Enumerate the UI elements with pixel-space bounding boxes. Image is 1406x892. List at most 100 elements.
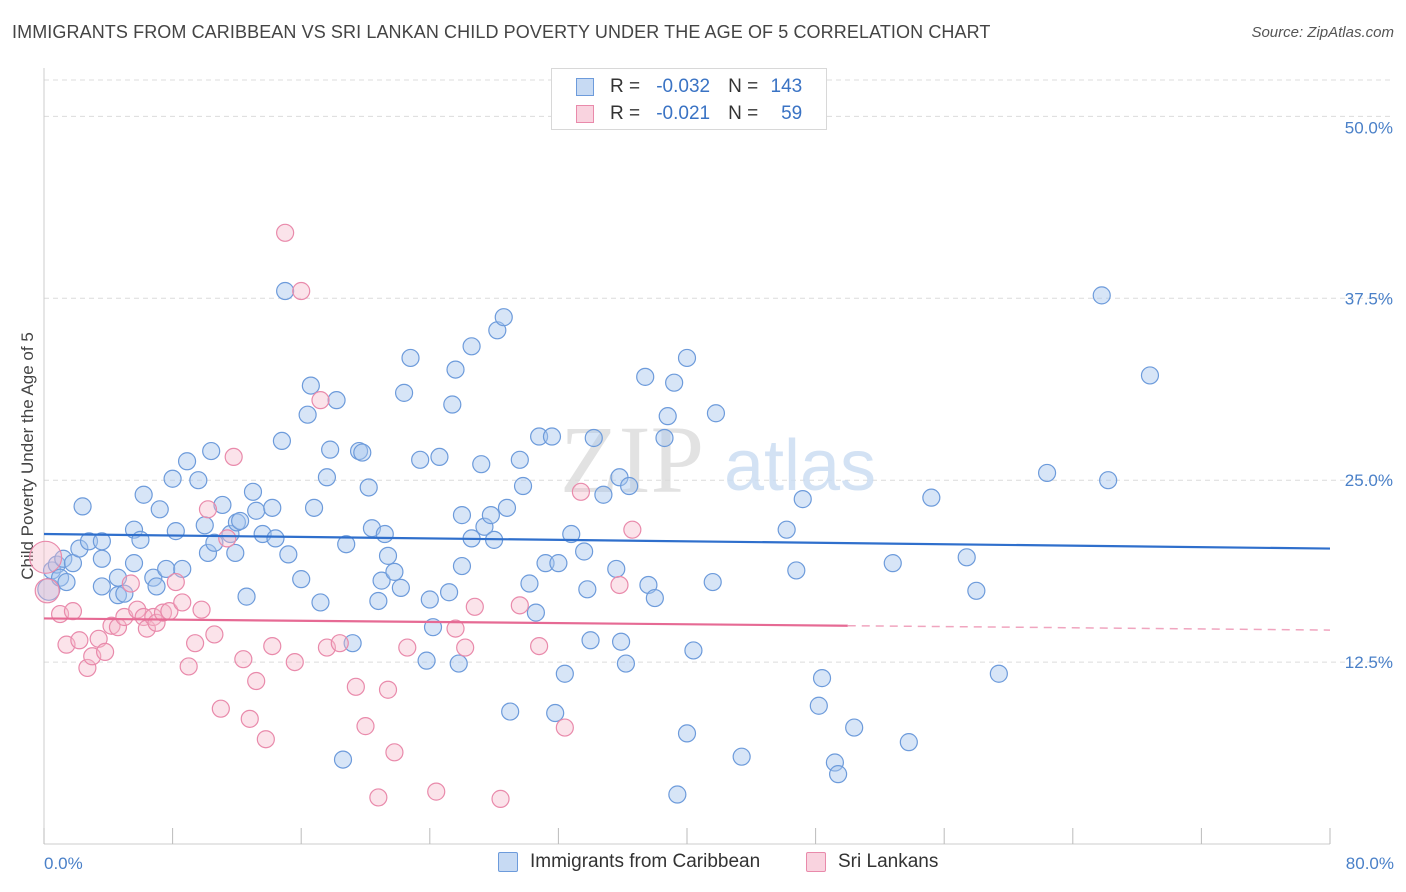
point-caribbean [812,669,832,688]
point-caribbean [353,443,372,462]
point-srilankans [121,574,140,593]
series-legend: Immigrants from Caribbean Sri Lankans [0,851,1406,879]
point-caribbean [70,539,89,558]
point-srilankans [530,636,549,656]
point-caribbean [922,488,941,507]
point-srilankans [510,596,529,615]
correlation-legend: R = -0.032 N = 143 R = -0.021 N = 59 [551,68,827,130]
point-caribbean [417,651,436,670]
point-caribbean [443,395,462,414]
point-caribbean [452,506,472,525]
point-srilankans [465,597,484,616]
point-caribbean [449,654,468,673]
point-caribbean [79,532,99,551]
data-points [29,223,1160,808]
point-caribbean [401,348,420,368]
point-caribbean [957,548,976,567]
point-srilankans [234,650,253,669]
point-caribbean [536,554,555,573]
point-caribbean [513,476,533,496]
point-caribbean [883,554,902,573]
point-caribbean [584,428,603,448]
point-caribbean [562,524,581,544]
y-tick-label: 12.5% [1345,653,1393,672]
point-caribbean [304,498,324,517]
point-caribbean [611,632,631,651]
chart-title: IMMIGRANTS FROM CARIBBEAN VS SRI LANKAN … [12,22,991,42]
point-caribbean [520,574,539,593]
point-caribbean [825,753,844,772]
point-srilankans [205,625,224,644]
point-caribbean [321,440,340,459]
point-caribbean [385,562,404,581]
legend-swatch-srilankans [806,852,826,872]
y-tick-label: 50.0% [1345,118,1393,137]
n-label: N = [728,103,759,124]
point-caribbean [639,575,658,595]
point-caribbean [578,580,597,599]
point-caribbean [472,455,491,474]
point-srilankans [623,520,642,539]
point-caribbean [411,450,430,469]
trend-extension-srilankans [847,624,1331,631]
x-tick-label-min: 0.0% [44,854,83,873]
point-srilankans [186,634,205,653]
point-caribbean [616,654,636,673]
legend-label-caribbean: Immigrants from Caribbean [530,851,761,872]
source-credit: Source: ZipAtlas.com [1251,24,1394,41]
point-srilankans [89,629,108,648]
point-srilankans [34,578,60,604]
point-caribbean [732,747,751,766]
point-srilankans [95,642,115,662]
trend-line-caribbean [43,532,1331,550]
point-caribbean [549,554,568,573]
point-caribbean [195,516,214,535]
point-srilankans [398,638,417,657]
point-caribbean [420,590,439,609]
point-srilankans [198,500,218,519]
point-caribbean [581,631,600,650]
point-srilankans [166,572,185,592]
point-srilankans [211,699,230,718]
point-srilankans [285,652,304,672]
point-caribbean [620,476,639,496]
legend-row-srilankans: R = -0.021 N = 59 [576,102,802,126]
point-caribbean [677,348,697,368]
n-value-caribbean: 143 [770,76,803,97]
point-srilankans [263,636,282,656]
point-caribbean [510,450,529,469]
point-caribbean [226,543,245,563]
point-caribbean [462,337,481,356]
point-caribbean [481,506,500,525]
point-caribbean [333,750,353,769]
point-srilankans [610,575,629,595]
point-caribbean [92,577,111,596]
point-caribbean [829,765,848,784]
point-caribbean [92,549,111,568]
point-srilankans [240,709,259,728]
point-caribbean [899,733,918,752]
point-caribbean [430,447,449,467]
point-caribbean [198,543,218,563]
point-caribbean [292,570,311,589]
point-caribbean [213,495,232,515]
point-caribbean [1099,471,1118,490]
point-srilankans [179,657,198,676]
point-caribbean [131,530,150,549]
point-caribbean [157,559,176,579]
point-caribbean [298,405,317,424]
point-srilankans [292,281,311,301]
point-caribbean [1037,463,1057,483]
point-caribbean [391,578,410,597]
point-caribbean [594,485,613,504]
r-value-caribbean: -0.032 [656,76,711,97]
point-caribbean [276,281,295,301]
point-caribbean [845,718,864,737]
point-srilankans [346,677,365,696]
y-tick-label: 25.0% [1345,471,1393,490]
point-srilankans [102,616,121,635]
point-caribbean [787,561,806,580]
point-srilankans [311,391,330,410]
point-srilankans [247,671,266,691]
